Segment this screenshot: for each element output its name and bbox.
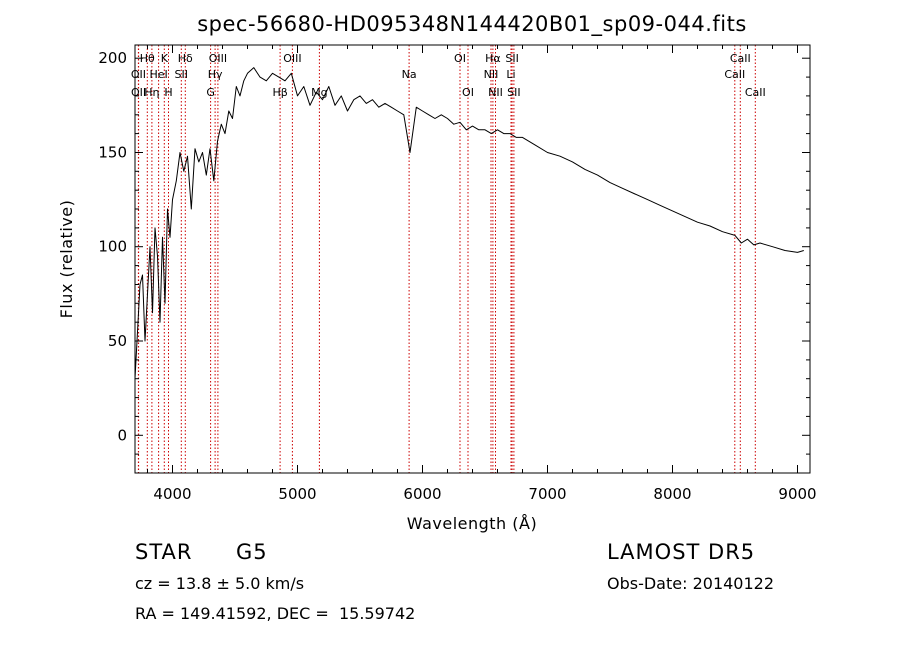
line-label-4: HeI [149, 68, 167, 81]
line-label-11: G [206, 86, 215, 99]
chart-title: spec-56680-HD095348N144420B01_sp09-044.f… [197, 12, 747, 37]
line-label-1: OII [131, 68, 146, 81]
y-tick-label-100: 100 [98, 238, 127, 256]
plot-frame [134, 44, 811, 474]
y-tick-label-50: 50 [108, 332, 127, 350]
line-label-21: SII [505, 52, 518, 65]
line-label-26: CaII [745, 86, 766, 99]
line-label-5: Hη [144, 86, 159, 99]
y-tick-label-200: 200 [98, 49, 127, 67]
x-tick-label-5000: 5000 [278, 485, 316, 503]
object-class: STAR [135, 540, 193, 564]
line-label-17: OI [462, 86, 474, 99]
x-tick-label-6000: 6000 [403, 485, 441, 503]
y-axis-label: Flux (relative) [57, 200, 76, 319]
line-label-18: Hα [485, 52, 501, 65]
observation-date: Obs-Date: 20140122 [607, 574, 775, 593]
coordinates-readout: RA = 149.41592, DEC = 15.59742 [135, 604, 416, 623]
x-tick-label-8000: 8000 [653, 485, 691, 503]
line-label-13: Hβ [272, 86, 287, 99]
y-tick-label-150: 150 [98, 143, 127, 161]
line-label-10: Hγ [208, 68, 223, 81]
line-label-7: SII [175, 68, 188, 81]
line-label-15: Na [402, 68, 417, 81]
x-tick-label-4000: 4000 [153, 485, 191, 503]
line-label-14: Mg [311, 86, 327, 99]
redshift-readout: cz = 13.8 ± 5.0 km/s [135, 574, 305, 593]
line-label-24: CaII [730, 52, 751, 65]
x-axis-label: Wavelength (Å) [407, 514, 537, 533]
x-tick-label-7000: 7000 [528, 485, 566, 503]
line-label-3: K [161, 52, 169, 65]
line-label-16: OI [454, 52, 466, 65]
line-label-19: NII [484, 68, 499, 81]
line-label-0: Hθ [140, 52, 155, 65]
survey-name: LAMOST DR5 [607, 540, 756, 564]
line-label-22: Li [506, 68, 515, 81]
line-label-25: CaII [724, 68, 745, 81]
x-tick-label-9000: 9000 [778, 485, 816, 503]
spectrum-line [134, 67, 804, 379]
object-subclass: G5 [236, 540, 268, 564]
line-label-8: H [164, 86, 172, 99]
line-label-6: Hδ [178, 52, 193, 65]
line-label-12: OIII [283, 52, 301, 65]
line-label-20: NII [488, 86, 503, 99]
line-label-9: OIII [209, 52, 227, 65]
line-label-23: SII [507, 86, 520, 99]
y-tick-label-0: 0 [117, 426, 127, 444]
